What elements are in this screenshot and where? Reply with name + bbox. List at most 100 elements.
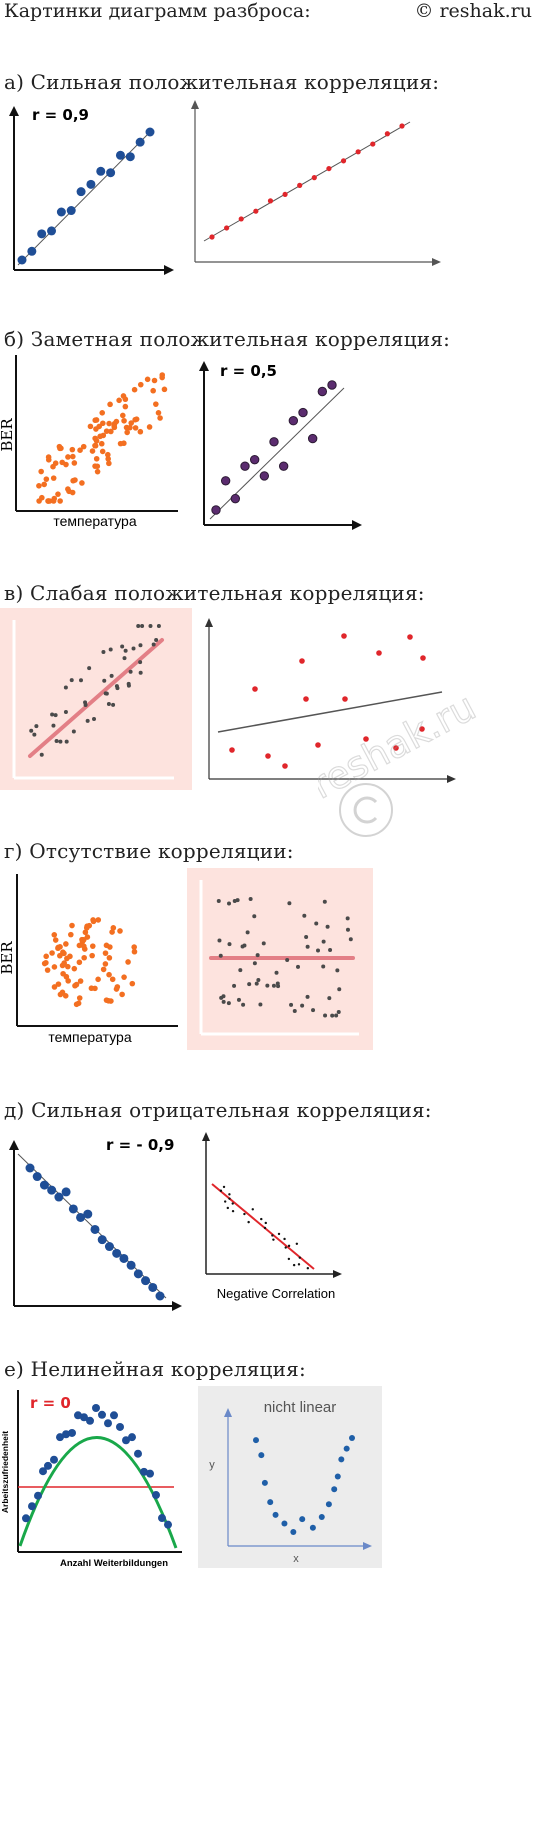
point-b-left-0 [98, 440, 105, 447]
section-title-d: д) Сильная отрицательная корреляция: [4, 1098, 432, 1122]
point-v-left-37 [34, 724, 39, 729]
point-b-left-7 [100, 420, 106, 427]
point-g-left-18 [51, 964, 58, 970]
point-b-left-53 [127, 424, 133, 431]
point-g-right-22 [300, 1003, 305, 1008]
point-b-left-77 [39, 494, 45, 501]
point-g-right-13 [323, 1013, 328, 1018]
point-e-right-13 [338, 1456, 345, 1463]
point-b-left-14 [89, 448, 96, 454]
point-a-right-3 [253, 208, 259, 214]
point-e-right-10 [325, 1501, 332, 1508]
point-g-right-25 [305, 944, 310, 949]
point-g-right-34 [314, 921, 319, 926]
point-v-right-5 [252, 686, 258, 692]
chart-b-left: BER температура [0, 355, 178, 529]
point-a-left-9 [106, 168, 116, 178]
point-g-right-17 [348, 937, 353, 942]
point-b-left-30 [159, 374, 165, 381]
point-g-right-36 [227, 942, 232, 947]
point-a-left-11 [125, 152, 135, 162]
point-g-left-73 [76, 995, 83, 1001]
point-v-left-42 [156, 624, 161, 628]
point-e-left-6 [56, 1433, 64, 1442]
point-v-left-7 [63, 709, 68, 714]
point-v-left-11 [29, 728, 34, 733]
point-b-left-79 [105, 456, 111, 462]
point-d-right-10 [277, 1232, 281, 1236]
point-g-left-5 [81, 954, 87, 961]
point-d-right-5 [228, 1193, 231, 1196]
point-v-left-25 [123, 648, 128, 653]
point-e-left-10 [80, 1413, 88, 1422]
point-a-left-6 [76, 187, 86, 197]
point-e-left-2 [34, 1491, 42, 1500]
point-v-left-18 [128, 669, 133, 674]
point-g-right-56 [241, 1002, 246, 1007]
point-v-left-27 [53, 713, 58, 718]
point-d-right-3 [222, 1185, 226, 1189]
point-v-left-21 [104, 691, 109, 696]
point-d-right-4 [297, 1263, 301, 1266]
point-b-left-43 [124, 429, 130, 436]
point-b-left-44 [69, 489, 76, 496]
point-g-left-10 [131, 944, 137, 950]
point-e-left-9 [74, 1411, 82, 1420]
point-e-right-11 [331, 1486, 338, 1493]
section-title-b: б) Заметная положительная корреляция: [4, 327, 451, 351]
point-g-right-21 [242, 943, 247, 948]
point-g-left-45 [65, 978, 71, 984]
chart-e-left: r = 0 Arbeitszufriedenheit Anzahl Weiter… [0, 1390, 182, 1569]
page-header-right: © reshak.ru [414, 0, 532, 22]
point-a-left-10 [115, 150, 125, 160]
point-e-left-16 [116, 1422, 124, 1431]
point-b-right-0 [211, 505, 221, 515]
point-e-left-24 [164, 1520, 172, 1529]
point-g-left-77 [89, 943, 96, 949]
point-d-right-6 [231, 1209, 235, 1213]
point-b-right-12 [327, 380, 337, 390]
point-v-left-45 [138, 660, 143, 665]
point-d-right-19 [226, 1206, 230, 1210]
point-g-right-50 [292, 1008, 297, 1013]
point-g-right-46 [275, 981, 280, 986]
point-g-right-48 [248, 896, 253, 901]
point-d-left-7 [76, 1212, 86, 1222]
point-g-left-57 [60, 970, 66, 977]
point-e-left-5 [50, 1455, 58, 1464]
point-e-right-12 [334, 1473, 341, 1480]
point-d-right-22 [287, 1244, 291, 1248]
point-g-left-70 [88, 985, 95, 992]
point-d-left-0 [25, 1163, 35, 1173]
point-g-left-39 [44, 967, 51, 973]
point-v-left-26 [51, 723, 56, 728]
point-a-right-11 [370, 141, 376, 147]
point-g-left-76 [76, 942, 83, 949]
point-d-left-3 [47, 1185, 57, 1195]
point-v-right-4 [420, 655, 426, 661]
point-e-left-21 [146, 1469, 154, 1478]
point-b-left-31 [92, 442, 98, 449]
point-a-right-2 [238, 216, 244, 222]
point-g-right-57 [227, 901, 232, 906]
point-b-left-40 [107, 401, 113, 408]
point-v-left-44 [108, 647, 113, 652]
point-b-left-23 [96, 423, 102, 430]
point-v-right-12 [315, 742, 321, 748]
point-v-left-9 [58, 739, 63, 744]
point-v-left-3 [50, 712, 55, 717]
point-v-right-8 [419, 726, 425, 732]
point-d-right-15 [223, 1200, 227, 1203]
point-a-left-3 [47, 226, 57, 236]
point-g-left-32 [67, 953, 73, 960]
point-d-left-9 [90, 1224, 100, 1234]
point-d-left-13 [119, 1253, 129, 1263]
point-e-left-4 [44, 1461, 52, 1470]
point-g-left-29 [52, 937, 59, 943]
point-b-right-8 [288, 416, 299, 426]
point-g-left-67 [105, 998, 112, 1004]
point-a-left-13 [145, 127, 155, 137]
point-b-left-90 [92, 417, 99, 424]
xlabel-x: x [293, 1553, 299, 1565]
ylabel-ber-b: BER [0, 418, 16, 452]
